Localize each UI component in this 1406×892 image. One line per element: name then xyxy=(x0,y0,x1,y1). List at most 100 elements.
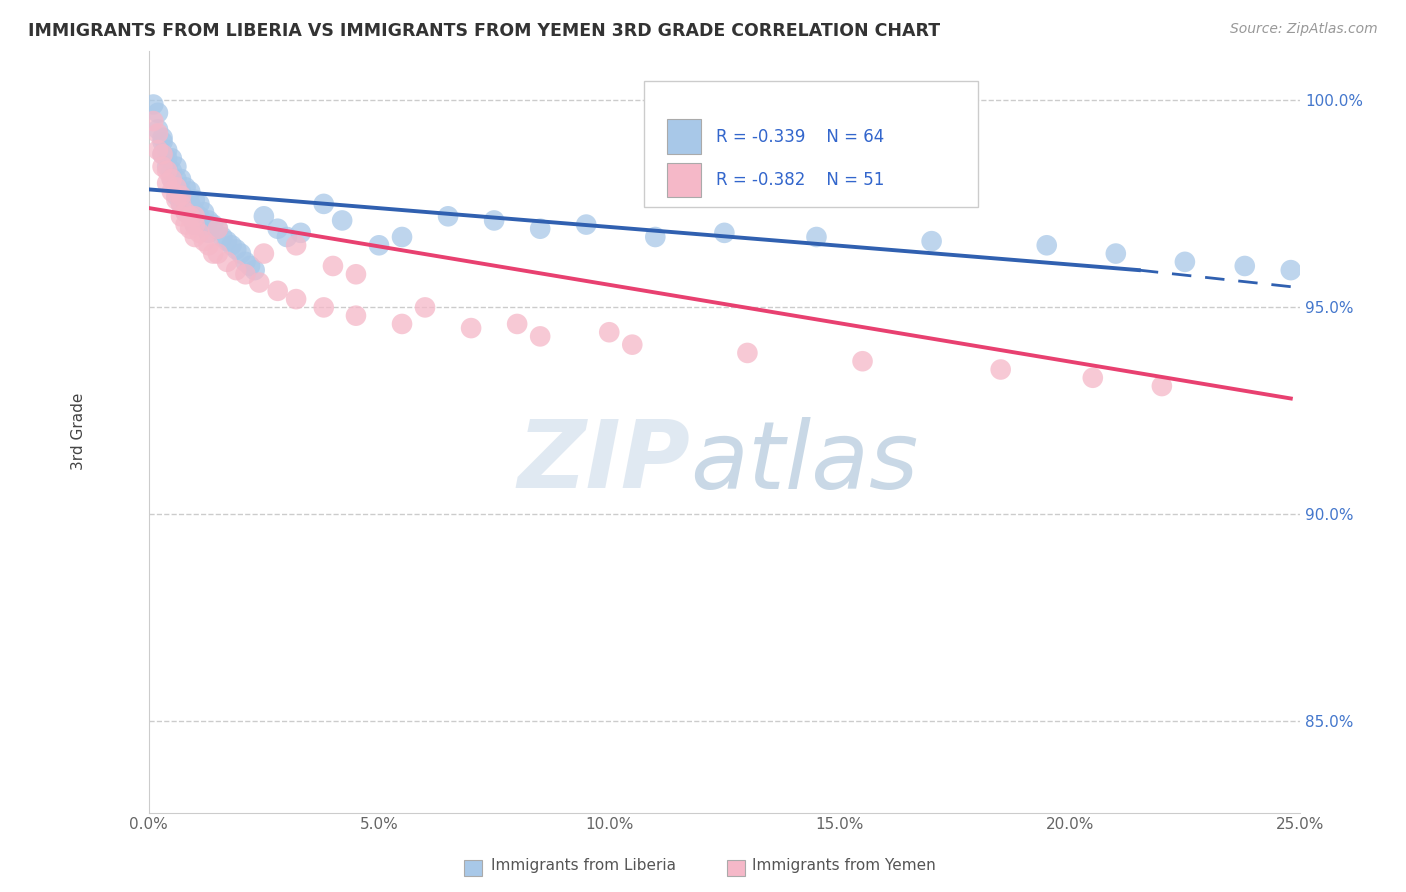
Point xyxy=(179,221,201,235)
Text: ZIP: ZIP xyxy=(517,416,690,508)
Point xyxy=(506,317,529,331)
Point xyxy=(174,193,197,207)
Point xyxy=(575,218,598,232)
Point xyxy=(170,209,193,223)
Point xyxy=(851,354,873,368)
Point xyxy=(160,172,183,186)
Point xyxy=(170,172,193,186)
Point xyxy=(621,337,644,351)
Point xyxy=(322,259,344,273)
Point xyxy=(290,226,312,240)
Point xyxy=(713,226,735,240)
Point xyxy=(215,255,238,269)
Point xyxy=(266,284,288,298)
Point xyxy=(146,143,169,157)
Point xyxy=(285,238,308,252)
Point xyxy=(165,160,187,174)
Point xyxy=(184,205,207,219)
Point xyxy=(188,209,211,223)
Point xyxy=(170,197,193,211)
Point xyxy=(160,163,183,178)
Text: atlas: atlas xyxy=(690,417,918,508)
Point xyxy=(215,234,238,248)
Point xyxy=(160,172,183,186)
Point xyxy=(197,226,219,240)
Point xyxy=(202,246,225,260)
Point xyxy=(285,292,308,306)
Point xyxy=(413,301,436,315)
Point xyxy=(156,163,179,178)
Point xyxy=(207,221,229,235)
Point xyxy=(239,259,262,273)
Point xyxy=(170,188,193,202)
Point xyxy=(990,362,1012,376)
Point xyxy=(160,152,183,166)
Point xyxy=(184,193,207,207)
Point xyxy=(152,147,174,161)
Point xyxy=(437,209,460,223)
Point xyxy=(921,234,943,248)
Point xyxy=(197,238,219,252)
Point xyxy=(1174,255,1197,269)
Bar xyxy=(666,162,702,197)
Point xyxy=(146,127,169,141)
Text: Source: ZipAtlas.com: Source: ZipAtlas.com xyxy=(1230,22,1378,37)
Point xyxy=(644,230,666,244)
Point xyxy=(174,205,197,219)
Point xyxy=(156,143,179,157)
Point xyxy=(165,188,187,202)
Text: R = -0.382    N = 51: R = -0.382 N = 51 xyxy=(716,171,884,189)
Point xyxy=(243,263,266,277)
Point xyxy=(211,230,233,244)
Point xyxy=(152,160,174,174)
Point xyxy=(598,325,620,339)
Point xyxy=(1279,263,1302,277)
Text: IMMIGRANTS FROM LIBERIA VS IMMIGRANTS FROM YEMEN 3RD GRADE CORRELATION CHART: IMMIGRANTS FROM LIBERIA VS IMMIGRANTS FR… xyxy=(28,22,941,40)
Point xyxy=(174,218,197,232)
Point xyxy=(179,185,201,199)
Point xyxy=(146,122,169,136)
Point xyxy=(312,301,335,315)
Point xyxy=(225,263,247,277)
Point xyxy=(156,176,179,190)
Point xyxy=(165,180,187,194)
Point xyxy=(174,205,197,219)
Point xyxy=(165,180,187,194)
Point xyxy=(1035,238,1057,252)
Point xyxy=(229,246,252,260)
Y-axis label: 3rd Grade: 3rd Grade xyxy=(72,392,86,470)
Point xyxy=(193,218,215,232)
Point xyxy=(207,221,229,235)
Point xyxy=(806,230,828,244)
Point xyxy=(152,130,174,145)
Point xyxy=(179,197,201,211)
Point xyxy=(142,114,165,128)
Text: R = -0.339    N = 64: R = -0.339 N = 64 xyxy=(716,128,884,145)
Point xyxy=(193,205,215,219)
Point xyxy=(368,238,391,252)
Point xyxy=(1233,259,1256,273)
Point xyxy=(146,105,169,120)
Point xyxy=(253,209,276,223)
Point xyxy=(247,276,270,290)
Point xyxy=(1105,246,1128,260)
Point xyxy=(266,221,288,235)
Point xyxy=(179,209,201,223)
Point xyxy=(460,321,482,335)
Point xyxy=(330,213,353,227)
Point xyxy=(737,346,759,360)
Point xyxy=(1081,371,1104,385)
Point xyxy=(165,172,187,186)
Point xyxy=(170,185,193,199)
Point xyxy=(170,197,193,211)
Point xyxy=(344,309,367,323)
Point xyxy=(188,197,211,211)
Text: Immigrants from Liberia: Immigrants from Liberia xyxy=(491,858,676,872)
Point xyxy=(174,180,197,194)
Point xyxy=(184,230,207,244)
Point xyxy=(529,329,551,343)
Point xyxy=(207,246,229,260)
Point xyxy=(152,135,174,149)
Point xyxy=(529,221,551,235)
Point xyxy=(391,317,413,331)
